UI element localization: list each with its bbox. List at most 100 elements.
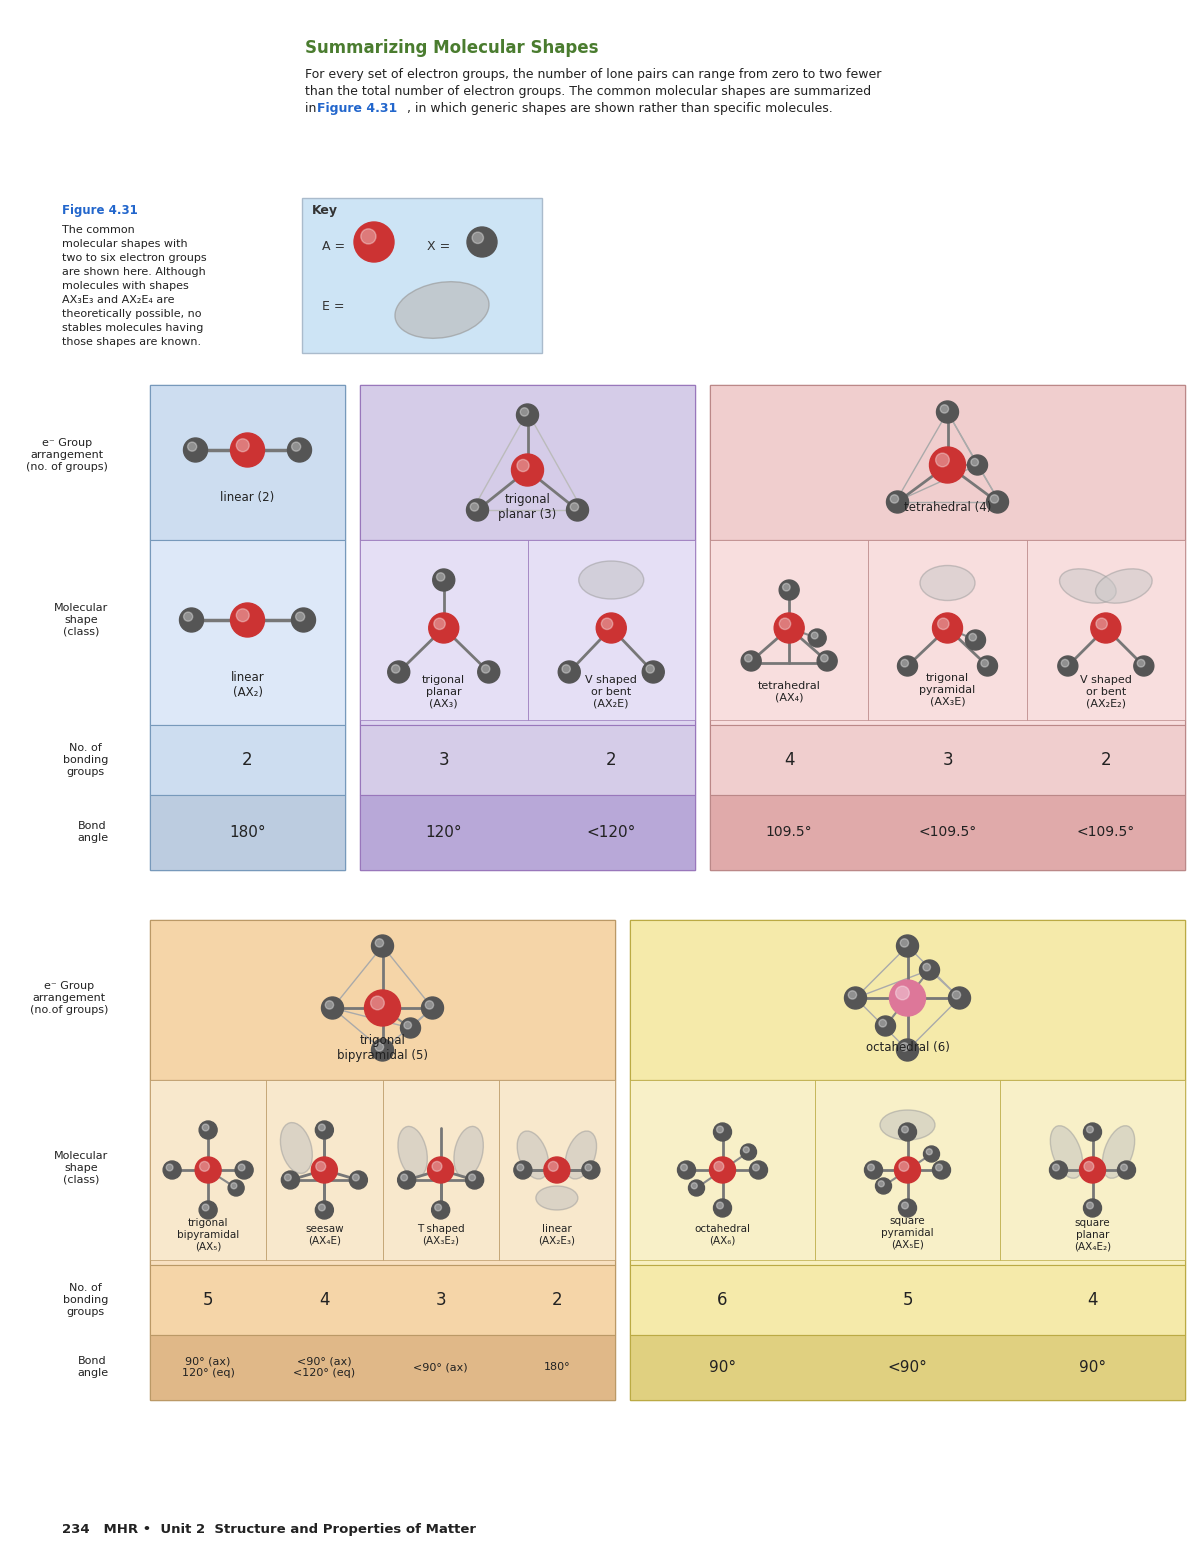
Ellipse shape [395,282,490,338]
Circle shape [750,1161,768,1179]
Text: tetrahedral (4): tetrahedral (4) [904,500,991,514]
FancyBboxPatch shape [630,1335,1186,1401]
Circle shape [354,221,394,262]
Text: linear
(AX₂): linear (AX₂) [230,671,264,700]
FancyBboxPatch shape [528,541,695,720]
Circle shape [894,1158,920,1183]
Circle shape [743,1147,749,1153]
FancyBboxPatch shape [150,385,346,541]
Text: 90° (ax)
120° (eq): 90° (ax) 120° (eq) [181,1355,234,1377]
Circle shape [478,661,499,682]
Text: Bond
angle: Bond angle [77,821,108,843]
FancyBboxPatch shape [150,1335,616,1401]
Circle shape [1084,1123,1102,1140]
Circle shape [1052,1164,1060,1172]
Text: e⁻ Group
arrangement
(no. of groups): e⁻ Group arrangement (no. of groups) [26,438,108,472]
Text: V shaped
or bent
(AX₂E₂): V shaped or bent (AX₂E₂) [1080,676,1132,709]
Text: <90°: <90° [888,1360,928,1374]
Circle shape [361,229,376,245]
Circle shape [470,503,479,511]
FancyBboxPatch shape [630,1080,1186,1265]
FancyBboxPatch shape [360,385,695,541]
Circle shape [236,439,250,452]
Text: The common: The common [62,224,134,235]
FancyBboxPatch shape [1000,1080,1186,1260]
Text: 234   MHR •  Unit 2  Structure and Properties of Matter: 234 MHR • Unit 2 Structure and Propertie… [62,1524,476,1536]
Circle shape [1058,656,1078,676]
Circle shape [1080,1158,1105,1183]
Circle shape [900,1042,908,1052]
Circle shape [990,495,998,503]
Circle shape [558,661,581,682]
Circle shape [425,1000,433,1010]
Ellipse shape [517,1131,548,1179]
Circle shape [467,227,497,257]
Circle shape [936,1164,942,1172]
Circle shape [401,1017,420,1038]
Text: trigonal
bipyramidal
(AX₅): trigonal bipyramidal (AX₅) [178,1218,239,1251]
Circle shape [180,608,204,633]
Text: 6: 6 [718,1292,727,1309]
Circle shape [716,1126,724,1133]
Circle shape [878,1019,887,1027]
Circle shape [433,569,455,590]
Circle shape [808,629,826,647]
Circle shape [1138,659,1145,667]
Circle shape [517,460,529,472]
Text: linear
(AX₂E₃): linear (AX₂E₃) [539,1225,575,1246]
Text: 2: 2 [1100,751,1111,770]
Circle shape [1096,619,1108,629]
Circle shape [466,1172,484,1189]
Ellipse shape [1060,569,1116,603]
FancyBboxPatch shape [710,385,1186,541]
Text: 4: 4 [784,751,794,770]
Circle shape [740,1144,756,1161]
FancyBboxPatch shape [150,1265,616,1335]
Circle shape [288,438,312,463]
Circle shape [848,991,857,999]
Text: 4: 4 [1087,1292,1098,1309]
Circle shape [596,612,626,643]
Circle shape [1091,612,1121,643]
Circle shape [187,442,197,452]
Text: Bond
angle: Bond angle [77,1355,108,1377]
Circle shape [901,1126,908,1133]
Circle shape [968,634,977,640]
Text: Molecular
shape
(class): Molecular shape (class) [54,1151,108,1184]
FancyBboxPatch shape [150,921,616,1080]
Circle shape [238,1164,245,1172]
Circle shape [876,1178,892,1193]
FancyBboxPatch shape [630,1265,1186,1335]
Circle shape [742,651,761,671]
Circle shape [570,503,578,511]
Text: 2: 2 [242,751,253,770]
Circle shape [898,656,918,676]
Text: Figure 4.31: Figure 4.31 [62,204,138,217]
Circle shape [516,404,539,425]
Circle shape [316,1201,334,1218]
Text: No. of
bonding
groups: No. of bonding groups [62,1284,108,1317]
Circle shape [1061,659,1069,667]
FancyBboxPatch shape [710,795,1186,869]
Text: <90° (ax)
<120° (eq): <90° (ax) <120° (eq) [293,1355,355,1377]
Text: 3: 3 [942,751,953,770]
Circle shape [923,963,930,971]
Circle shape [919,960,940,980]
Circle shape [316,1161,325,1172]
Circle shape [199,1161,210,1172]
Circle shape [511,453,544,486]
Circle shape [349,1172,367,1189]
FancyBboxPatch shape [150,1080,266,1260]
Text: No. of
bonding
groups: No. of bonding groups [62,743,108,776]
Circle shape [230,433,264,467]
Text: V shaped
or bent
(AX₂E): V shaped or bent (AX₂E) [586,676,637,709]
Circle shape [980,659,989,667]
Circle shape [228,1179,244,1197]
Circle shape [432,1161,442,1172]
FancyBboxPatch shape [630,921,1186,1401]
Circle shape [642,661,665,682]
Circle shape [901,659,908,667]
Circle shape [821,654,828,662]
Circle shape [890,495,899,503]
Circle shape [941,405,948,413]
